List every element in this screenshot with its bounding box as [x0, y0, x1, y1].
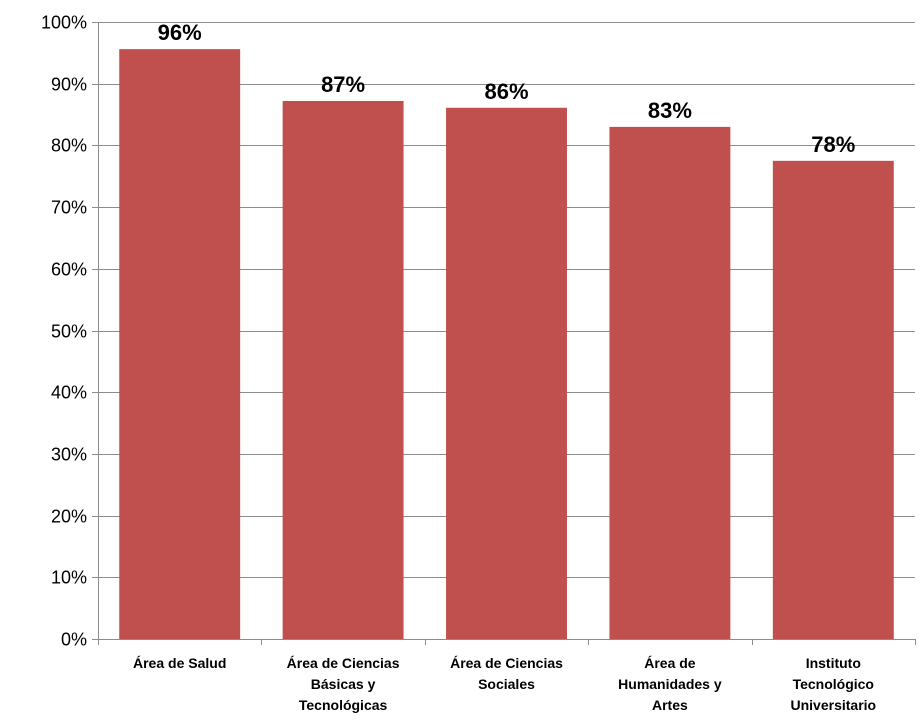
bar: [772, 160, 894, 639]
x-category-label: Tecnológico: [793, 676, 874, 692]
y-tick-label: 40%: [51, 383, 87, 403]
bar: [119, 49, 241, 639]
y-tick-label: 20%: [51, 507, 87, 527]
data-label: 86%: [484, 79, 528, 104]
data-label: 87%: [321, 72, 365, 97]
y-tick-label: 60%: [51, 260, 87, 280]
x-category-label: Área de Salud: [133, 655, 226, 671]
x-category-label: Instituto: [806, 655, 861, 671]
y-tick-label: 0%: [61, 630, 87, 650]
y-tick-label: 70%: [51, 198, 87, 218]
y-tick-label: 90%: [51, 75, 87, 95]
x-category-label: Tecnológicas: [299, 697, 388, 713]
y-tick-label: 30%: [51, 445, 87, 465]
x-category-label: Artes: [652, 697, 688, 713]
x-category-label: Sociales: [478, 676, 535, 692]
bar: [446, 107, 567, 639]
x-category-label: Área de: [644, 655, 696, 671]
bars: [119, 49, 894, 639]
bar: [282, 100, 404, 639]
data-label: 78%: [811, 132, 855, 157]
x-category-label: Humanidades y: [618, 676, 722, 692]
x-category-label: Básicas y: [311, 676, 376, 692]
y-axis-tick-labels: 0% 10% 20% 30% 40% 50% 60% 70% 80% 90% 100%: [41, 13, 87, 650]
y-tick-label: 50%: [51, 322, 87, 342]
data-labels: 96% 87% 86% 83% 78%: [158, 20, 856, 157]
axes: [92, 22, 916, 645]
y-tick-label: 80%: [51, 136, 87, 156]
y-tick-label: 10%: [51, 568, 87, 588]
x-category-label: Área de Ciencias: [450, 655, 563, 671]
x-axis-category-labels: Área de Salud Área de Ciencias Básicas y Te…: [133, 655, 876, 713]
bar: [609, 126, 731, 639]
x-category-label: Área de Ciencias: [287, 655, 400, 671]
data-label: 96%: [158, 20, 202, 45]
data-label: 83%: [648, 98, 692, 123]
y-tick-label: 100%: [41, 13, 87, 33]
x-category-label: Universitario: [791, 697, 877, 713]
